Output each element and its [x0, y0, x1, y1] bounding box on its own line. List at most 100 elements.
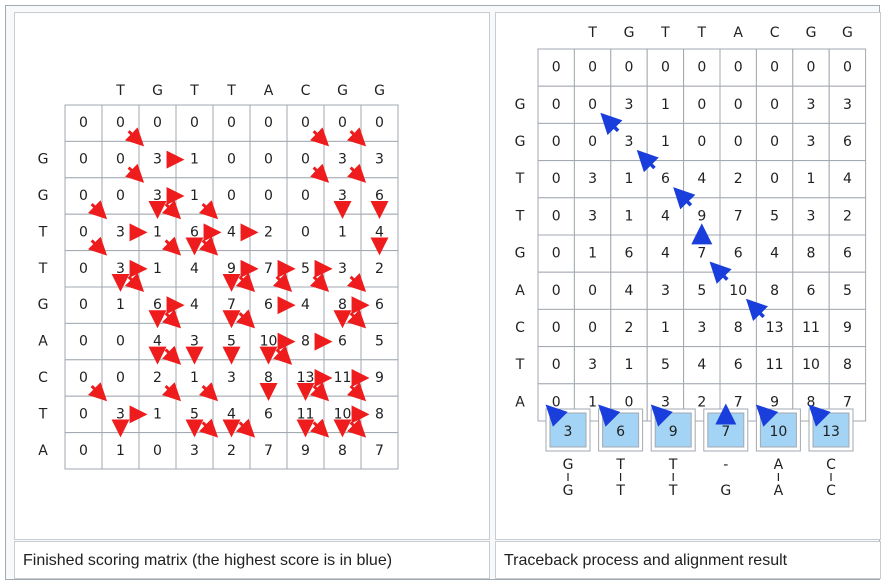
- cell-value: 10: [802, 357, 820, 373]
- cell-value: 0: [770, 171, 779, 187]
- diagonal-arrow: [600, 112, 623, 136]
- cell-value: 0: [227, 188, 236, 204]
- cell-value: 1: [588, 394, 597, 410]
- matrix-cell: [212, 177, 251, 215]
- cell-value: 6: [375, 188, 384, 204]
- cell-value: 0: [79, 297, 88, 313]
- cell-value: 3: [807, 97, 816, 113]
- matrix-cell: [755, 346, 794, 385]
- matrix-cell: [828, 197, 867, 236]
- row-header: G: [38, 297, 49, 313]
- row-header: G: [38, 188, 49, 204]
- matrix-cell: [573, 346, 612, 385]
- cell-value: 4: [153, 334, 162, 350]
- cell-value: 3: [227, 370, 236, 386]
- cell-value: 4: [843, 171, 852, 187]
- cell-value: 7: [375, 443, 384, 459]
- cell-value: 1: [153, 224, 162, 240]
- diagonal-arrow: [87, 200, 108, 220]
- cell-value: 8: [807, 246, 816, 262]
- cell-value: 8: [843, 357, 852, 373]
- cell-value: 3: [661, 283, 670, 299]
- alignment-bottom-char: G: [720, 483, 731, 499]
- alignment-top-char: G: [563, 457, 574, 473]
- diagonal-arrow: [709, 261, 732, 284]
- cell-value: 6: [625, 246, 634, 262]
- cell-value: 4: [625, 283, 634, 299]
- row-header: T: [38, 406, 48, 422]
- row-header: T: [515, 357, 525, 373]
- diagonal-arrow: [161, 236, 182, 256]
- matrix-cell: [573, 48, 612, 87]
- row-header: A: [515, 283, 525, 299]
- cell-value: 0: [301, 188, 310, 204]
- cell-value: 4: [661, 208, 670, 224]
- diagonal-arrow: [598, 404, 621, 427]
- column-header: A: [264, 83, 274, 99]
- diagonal-arrow: [272, 272, 293, 293]
- matrix-cell: [537, 271, 575, 310]
- alignment-top-char: T: [615, 457, 625, 473]
- matrix-cell: [610, 234, 648, 273]
- cell-value: 4: [697, 357, 706, 373]
- cell-value: 9: [770, 394, 779, 410]
- column-header: T: [587, 25, 597, 41]
- alignment-bottom-char: C: [826, 483, 836, 499]
- cell-value: 0: [79, 261, 88, 277]
- matrix-cell: [573, 197, 612, 236]
- matrix-cell: [755, 197, 794, 236]
- matrix-cell: [360, 140, 399, 179]
- column-header: G: [337, 83, 348, 99]
- matrix-cell: [828, 48, 867, 87]
- cell-value: 0: [770, 60, 779, 76]
- matrix-cell: [683, 122, 721, 162]
- cell-value: 3: [588, 357, 597, 373]
- matrix-cell: [64, 104, 103, 142]
- matrix-cell: [719, 197, 757, 236]
- matrix-cell: [610, 308, 648, 348]
- matrix-cell: [792, 85, 830, 124]
- column-header: T: [660, 25, 670, 41]
- cell-value: 5: [301, 261, 310, 277]
- cell-value: 1: [190, 152, 199, 168]
- matrix-cell: [828, 308, 867, 348]
- cell-value: 4: [661, 246, 670, 262]
- cell-value: 1: [807, 171, 816, 187]
- row-header: G: [515, 246, 526, 262]
- cell-value: 0: [79, 370, 88, 386]
- cell-value: 1: [116, 297, 125, 313]
- cell-value: 0: [588, 320, 597, 336]
- caption-traceback: Traceback process and alignment result: [495, 541, 881, 579]
- diagonal-arrow: [161, 382, 182, 402]
- alignment-bottom-char: T: [668, 483, 678, 499]
- cell-value: 9: [843, 320, 852, 336]
- alignment-top-char: C: [826, 457, 836, 473]
- cell-value: 0: [116, 334, 125, 350]
- diagonal-arrow: [235, 418, 256, 438]
- row-header: T: [515, 208, 525, 224]
- matrix-cell: [828, 234, 867, 273]
- cell-value: 0: [552, 394, 561, 410]
- cell-value: 3: [190, 334, 199, 350]
- cell-value: 9: [301, 443, 310, 459]
- cell-value: 0: [338, 115, 347, 131]
- cell-value: 3: [153, 152, 162, 168]
- cell-value: 0: [116, 115, 125, 131]
- cell-value: 0: [301, 224, 310, 240]
- cell-value: 3: [625, 134, 634, 150]
- cell-value: 13: [766, 320, 784, 336]
- cell-value: 5: [843, 283, 852, 299]
- cell-value: 6: [843, 134, 852, 150]
- cell-value: 6: [734, 357, 743, 373]
- matrix-cell: [175, 432, 214, 470]
- cell-value: 0: [79, 406, 88, 422]
- trace-box-value: 13: [822, 424, 840, 440]
- cell-value: 6: [264, 406, 273, 422]
- row-header: A: [38, 334, 48, 350]
- cell-value: 0: [227, 115, 236, 131]
- diagonal-arrow: [161, 200, 182, 220]
- cell-value: 0: [116, 188, 125, 204]
- cell-value: 1: [190, 370, 199, 386]
